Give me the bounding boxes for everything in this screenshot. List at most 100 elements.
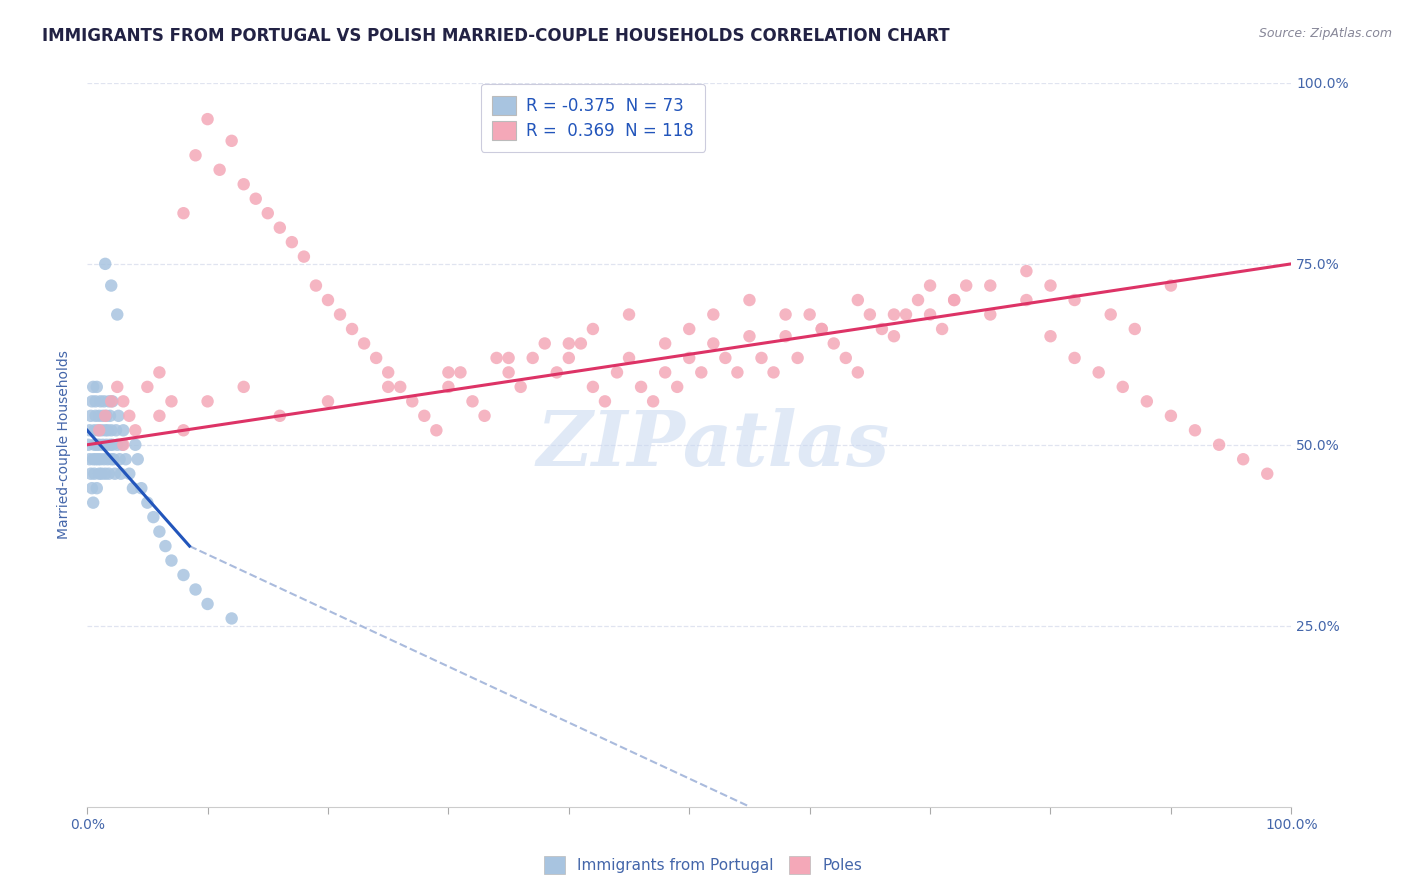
Point [82, 452, 104, 467]
Point [558, 336, 581, 351]
Point [86, 438, 108, 452]
Point [1063, 293, 1085, 307]
Point [221, 134, 243, 148]
Point [136, 380, 159, 394]
Point [101, 438, 124, 452]
Point [870, 322, 893, 336]
Point [823, 336, 845, 351]
Point [80, 481, 103, 495]
Text: IMMIGRANTS FROM PORTUGAL VS POLISH MARRIED-COUPLE HOUSEHOLDS CORRELATION CHART: IMMIGRANTS FROM PORTUGAL VS POLISH MARRI… [42, 27, 950, 45]
Point [97, 452, 120, 467]
Point [197, 597, 219, 611]
Point [461, 394, 484, 409]
Point [127, 452, 149, 467]
Point [678, 322, 700, 336]
Point [569, 336, 592, 351]
Point [654, 336, 676, 351]
Point [80, 467, 103, 481]
Point [98, 438, 121, 452]
Point [131, 481, 153, 495]
Point [955, 278, 977, 293]
Point [377, 365, 399, 379]
Point [1160, 278, 1182, 293]
Point [533, 336, 555, 351]
Point [1039, 278, 1062, 293]
Point [485, 351, 508, 365]
Point [90, 467, 112, 481]
Point [846, 365, 869, 379]
Point [582, 322, 605, 336]
Point [509, 380, 531, 394]
Point [124, 438, 146, 452]
Point [173, 568, 195, 582]
Point [80, 394, 103, 409]
Point [197, 112, 219, 127]
Point [859, 308, 882, 322]
Point [142, 510, 165, 524]
Point [105, 380, 128, 394]
Point [943, 293, 966, 307]
Point [89, 452, 111, 467]
Point [105, 423, 128, 437]
Point [269, 220, 291, 235]
Point [118, 467, 141, 481]
Point [100, 394, 122, 409]
Point [1112, 380, 1135, 394]
Point [96, 438, 118, 452]
Point [84, 394, 107, 409]
Point [173, 206, 195, 220]
Point [643, 394, 665, 409]
Point [389, 380, 412, 394]
Point [155, 539, 177, 553]
Point [498, 365, 520, 379]
Point [366, 351, 388, 365]
Point [160, 394, 183, 409]
Point [148, 409, 170, 423]
Y-axis label: Married-couple Households: Married-couple Households [58, 351, 72, 539]
Point [93, 394, 115, 409]
Point [1208, 438, 1230, 452]
Point [86, 481, 108, 495]
Point [931, 322, 953, 336]
Point [714, 351, 737, 365]
Point [738, 329, 761, 343]
Point [84, 452, 107, 467]
Legend: Immigrants from Portugal, Poles: Immigrants from Portugal, Poles [537, 850, 869, 880]
Point [87, 423, 110, 437]
Point [425, 423, 447, 437]
Point [124, 423, 146, 437]
Point [184, 582, 207, 597]
Point [329, 308, 352, 322]
Point [87, 452, 110, 467]
Point [110, 467, 132, 481]
Point [114, 452, 136, 467]
Point [112, 423, 135, 437]
Point [94, 423, 117, 437]
Point [82, 496, 104, 510]
Point [340, 322, 363, 336]
Point [449, 365, 471, 379]
Point [401, 394, 423, 409]
Point [883, 308, 905, 322]
Point [606, 365, 628, 379]
Point [1063, 351, 1085, 365]
Point [1087, 365, 1109, 379]
Point [107, 409, 129, 423]
Point [89, 394, 111, 409]
Point [630, 380, 652, 394]
Point [83, 467, 105, 481]
Point [94, 257, 117, 271]
Point [593, 394, 616, 409]
Point [353, 336, 375, 351]
Point [810, 322, 832, 336]
Point [1099, 308, 1122, 322]
Point [232, 380, 254, 394]
Point [98, 409, 121, 423]
Point [775, 329, 797, 343]
Point [979, 308, 1001, 322]
Point [83, 423, 105, 437]
Point [148, 365, 170, 379]
Point [105, 438, 128, 452]
Point [94, 467, 117, 481]
Point [97, 394, 120, 409]
